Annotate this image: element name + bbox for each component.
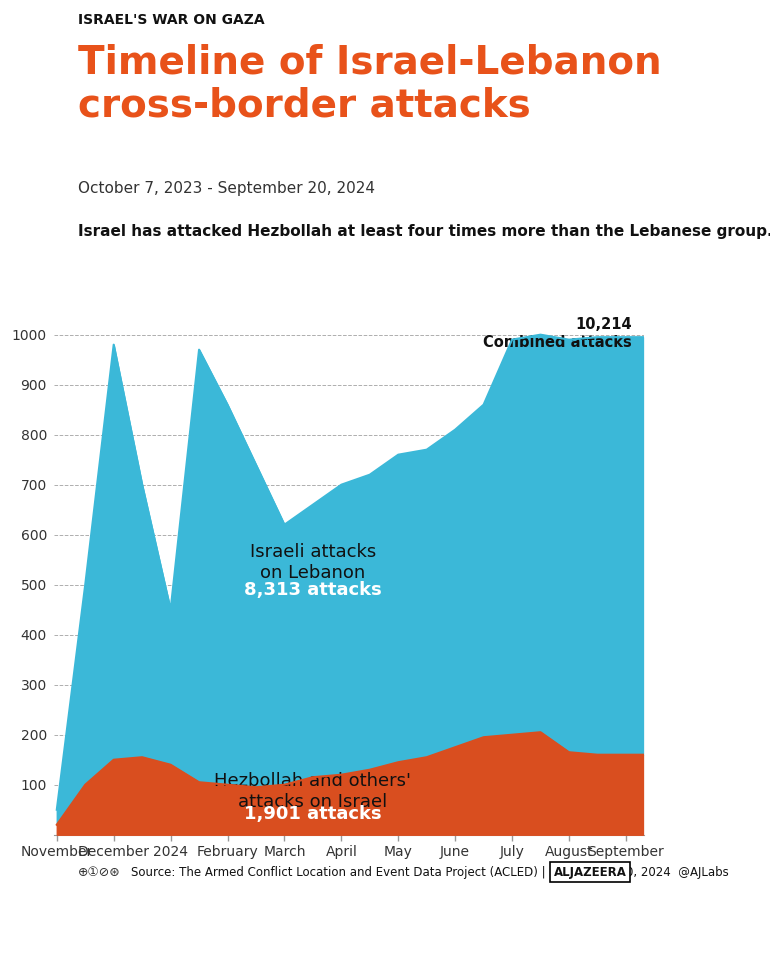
Text: ALJAZEERA: ALJAZEERA [554,866,626,879]
Text: October 7, 2023 - September 20, 2024: October 7, 2023 - September 20, 2024 [78,181,374,196]
Text: 10,214
Combined attacks: 10,214 Combined attacks [483,317,631,350]
Text: 8,313 attacks: 8,313 attacks [244,581,382,599]
Text: ⊕①⊘⊛: ⊕①⊘⊛ [78,866,120,879]
Text: Israel has attacked Hezbollah at least four times more than the Lebanese group.: Israel has attacked Hezbollah at least f… [78,224,770,239]
Text: ISRAEL'S WAR ON GAZA: ISRAEL'S WAR ON GAZA [78,13,264,27]
Text: Hezbollah and others'
attacks on Israel: Hezbollah and others' attacks on Israel [214,771,411,811]
Text: Timeline of Israel-Lebanon
cross-border attacks: Timeline of Israel-Lebanon cross-border … [78,44,661,124]
Text: Source: The Armed Conflict Location and Event Data Project (ACLED) | September 2: Source: The Armed Conflict Location and … [131,866,728,879]
Text: 1,901 attacks: 1,901 attacks [244,805,382,822]
Text: Israeli attacks
on Lebanon: Israeli attacks on Lebanon [249,543,376,582]
